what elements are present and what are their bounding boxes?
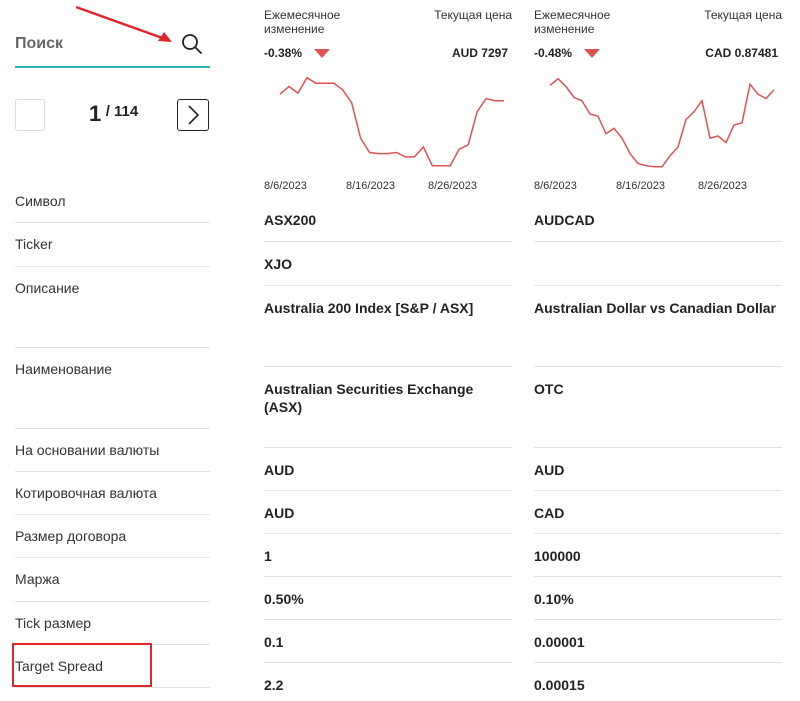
search-icon[interactable] — [180, 32, 204, 56]
previous-page-button[interactable] — [15, 99, 45, 131]
pagination: 1 / 114 — [15, 98, 210, 132]
value-symbol: AUDCAD — [534, 198, 782, 242]
current-page: 1 — [89, 101, 102, 126]
target-spread-highlight — [12, 643, 152, 687]
instrument-column-1: Ежемесячное изменение Текущая цена -0.38… — [264, 0, 512, 701]
price-line — [549, 77, 775, 168]
monthly-change-value: -0.48% — [534, 46, 573, 60]
current-price-label: Текущая цена — [434, 8, 512, 22]
row-label-tick-size: Tick размер — [15, 602, 210, 645]
x-tick-label: 8/16/2023 — [616, 180, 665, 192]
current-price-value: AUD 7297 — [451, 46, 508, 60]
x-tick-label: 8/26/2023 — [428, 180, 477, 192]
row-label-symbol: Символ — [15, 180, 210, 223]
sidebar: Поиск 1 / 114 Символ Ticker Описание Наи… — [15, 0, 210, 701]
value-name: OTC — [534, 367, 782, 448]
search-bar[interactable]: Поиск — [15, 26, 210, 68]
x-tick-label: 8/6/2023 — [264, 180, 307, 192]
row-label-contract-size: Размер договора — [15, 515, 210, 558]
value-base-currency: AUD — [534, 448, 782, 491]
price-line — [279, 76, 504, 167]
value-description: Australian Dollar vs Canadian Dollar — [534, 286, 782, 367]
row-label-quote-currency: Котировочная валюта — [15, 472, 210, 515]
page-indicator: 1 / 114 — [89, 101, 138, 127]
chevron-right-icon — [188, 105, 200, 125]
row-label-margin: Маржа — [15, 558, 210, 602]
instrument-column-2: Ежемесячное изменение Текущая цена -0.48… — [534, 0, 782, 701]
down-triangle-icon — [314, 49, 330, 58]
monthly-change-label: Ежемесячное изменение — [264, 8, 341, 36]
price-sparkline: 8/6/2023 8/16/2023 8/26/2023 — [534, 77, 775, 192]
row-label-target-spread: Target Spread — [15, 645, 210, 688]
row-label-base-currency: На основании валюты — [15, 429, 210, 472]
value-target-spread: 0.00015 — [534, 677, 585, 693]
price-sparkline: 8/6/2023 8/16/2023 8/26/2023 — [264, 76, 504, 192]
total-pages: / 114 — [105, 103, 139, 120]
value-quote-currency: CAD — [534, 491, 782, 534]
value-margin: 0.50% — [264, 577, 512, 620]
value-contract-size: 1 — [264, 534, 512, 577]
value-ticker: XJO — [264, 242, 512, 286]
value-quote-currency: AUD — [264, 491, 512, 534]
x-tick-label: 8/16/2023 — [346, 180, 395, 192]
x-tick-label: 8/26/2023 — [698, 180, 747, 192]
value-margin: 0.10% — [534, 577, 782, 620]
monthly-change-value: -0.38% — [264, 46, 303, 60]
value-description: Australia 200 Index [S&P / ASX] — [264, 286, 512, 367]
value-base-currency: AUD — [264, 448, 512, 491]
current-price-label: Текущая цена — [704, 8, 782, 22]
value-name: Australian Securities Exchange (ASX) — [264, 367, 512, 448]
search-input[interactable]: Поиск — [15, 35, 64, 52]
next-page-button[interactable] — [177, 99, 209, 131]
monthly-change-label: Ежемесячное изменение — [534, 8, 611, 36]
instrument-header: Ежемесячное изменение Текущая цена -0.48… — [534, 8, 782, 63]
x-tick-label: 8/6/2023 — [534, 180, 577, 192]
row-label-name: Наименование — [15, 348, 210, 429]
value-ticker — [534, 242, 782, 286]
value-tick-size: 0.00001 — [534, 620, 782, 663]
row-label-ticker: Ticker — [15, 223, 210, 267]
row-label-description: Описание — [15, 267, 210, 348]
value-symbol: ASX200 — [264, 198, 512, 242]
value-contract-size: 100000 — [534, 534, 782, 577]
value-target-spread: 2.2 — [264, 677, 284, 693]
down-triangle-icon — [584, 49, 600, 58]
current-price-value: CAD 0.87481 — [705, 46, 778, 60]
instrument-header: Ежемесячное изменение Текущая цена -0.38… — [264, 8, 512, 63]
value-tick-size: 0.1 — [264, 620, 512, 663]
